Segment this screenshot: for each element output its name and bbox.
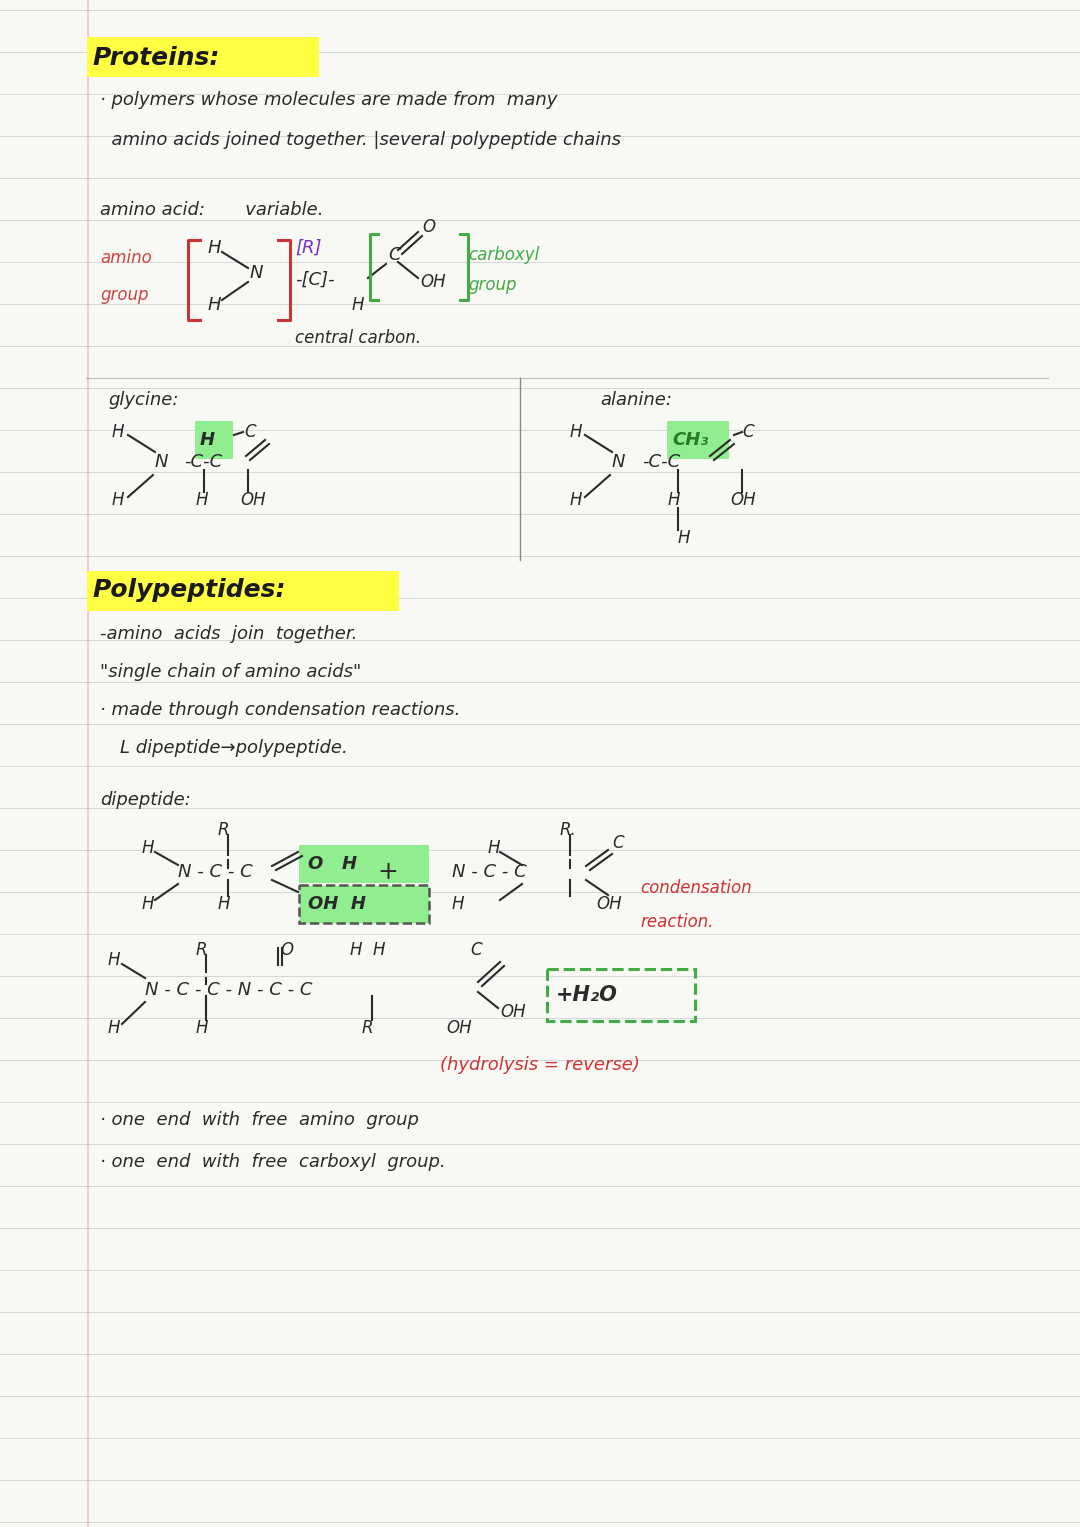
Text: H: H — [141, 838, 154, 857]
Text: N: N — [156, 454, 168, 470]
Text: Polypeptides:: Polypeptides: — [92, 579, 285, 602]
Text: H  H: H H — [350, 941, 386, 959]
Text: -C-C: -C-C — [184, 454, 222, 470]
Text: -[C]-: -[C]- — [295, 270, 335, 289]
Text: H: H — [108, 951, 121, 970]
Text: · one  end  with  free  carboxyl  group.: · one end with free carboxyl group. — [100, 1153, 446, 1171]
Text: H: H — [453, 895, 464, 913]
Text: CH₃: CH₃ — [672, 431, 708, 449]
Text: group: group — [100, 286, 149, 304]
Text: OH: OH — [446, 1019, 472, 1037]
Text: dipeptide:: dipeptide: — [100, 791, 191, 809]
FancyBboxPatch shape — [87, 37, 319, 76]
Text: H: H — [488, 838, 500, 857]
Text: H: H — [195, 492, 208, 508]
Text: R.: R. — [561, 822, 577, 838]
Text: Proteins:: Proteins: — [92, 46, 219, 70]
Text: N - C - C - N - C - C: N - C - C - N - C - C — [145, 980, 312, 999]
Text: C: C — [742, 423, 754, 441]
Text: H: H — [218, 895, 230, 913]
Text: C: C — [244, 423, 256, 441]
Text: N: N — [249, 264, 264, 282]
Text: amino acid:       variable.: amino acid: variable. — [100, 202, 324, 218]
Text: H: H — [141, 895, 154, 913]
Text: O   H: O H — [308, 855, 357, 873]
FancyBboxPatch shape — [195, 421, 233, 460]
Text: · one  end  with  free  amino  group: · one end with free amino group — [100, 1112, 419, 1128]
Text: C: C — [612, 834, 623, 852]
Text: H: H — [208, 296, 221, 315]
Text: +: + — [378, 860, 399, 884]
Text: H: H — [195, 1019, 208, 1037]
Text: amino acids joined together. |several polypeptide chains: amino acids joined together. |several po… — [100, 131, 621, 150]
Text: O: O — [422, 218, 435, 237]
Text: [R]: [R] — [295, 240, 322, 257]
Text: H: H — [678, 528, 690, 547]
Text: · polymers whose molecules are made from  many: · polymers whose molecules are made from… — [100, 92, 557, 108]
Text: H: H — [112, 492, 124, 508]
Text: O: O — [280, 941, 293, 959]
Text: H: H — [208, 240, 221, 257]
Text: H: H — [352, 296, 365, 315]
Text: -amino  acids  join  together.: -amino acids join together. — [100, 625, 357, 643]
Text: N - C - C: N - C - C — [178, 863, 253, 881]
Text: H: H — [200, 431, 215, 449]
Text: alanine:: alanine: — [600, 391, 672, 409]
FancyBboxPatch shape — [299, 886, 429, 922]
FancyBboxPatch shape — [667, 421, 729, 460]
Text: H: H — [112, 423, 124, 441]
Text: OH: OH — [500, 1003, 526, 1022]
Text: N - C - C: N - C - C — [453, 863, 527, 881]
Text: OH: OH — [596, 895, 622, 913]
Text: glycine:: glycine: — [108, 391, 178, 409]
Text: (hydrolysis = reverse): (hydrolysis = reverse) — [440, 1057, 639, 1073]
Text: · made through condensation reactions.: · made through condensation reactions. — [100, 701, 460, 719]
Text: amino: amino — [100, 249, 152, 267]
FancyBboxPatch shape — [87, 571, 399, 611]
Text: H: H — [570, 423, 582, 441]
Text: H: H — [669, 492, 680, 508]
Text: R: R — [195, 941, 207, 959]
Text: central carbon.: central carbon. — [295, 328, 421, 347]
Text: OH: OH — [240, 492, 266, 508]
Text: "single chain of amino acids": "single chain of amino acids" — [100, 663, 361, 681]
Text: H: H — [108, 1019, 121, 1037]
Text: C: C — [470, 941, 482, 959]
FancyBboxPatch shape — [299, 844, 429, 883]
Text: OH: OH — [730, 492, 756, 508]
Text: -C-C: -C-C — [642, 454, 680, 470]
Text: C: C — [388, 246, 401, 264]
Text: R: R — [362, 1019, 374, 1037]
Text: OH: OH — [420, 273, 446, 292]
Text: L dipeptide→polypeptide.: L dipeptide→polypeptide. — [120, 739, 348, 757]
Text: H: H — [570, 492, 582, 508]
Text: N: N — [612, 454, 625, 470]
Text: OH  H: OH H — [308, 895, 366, 913]
Text: group: group — [468, 276, 516, 295]
Text: carboxyl: carboxyl — [468, 246, 539, 264]
Text: +H₂O: +H₂O — [556, 985, 618, 1005]
Text: R: R — [218, 822, 229, 838]
Text: condensation: condensation — [640, 880, 752, 896]
Text: reaction.: reaction. — [640, 913, 714, 931]
